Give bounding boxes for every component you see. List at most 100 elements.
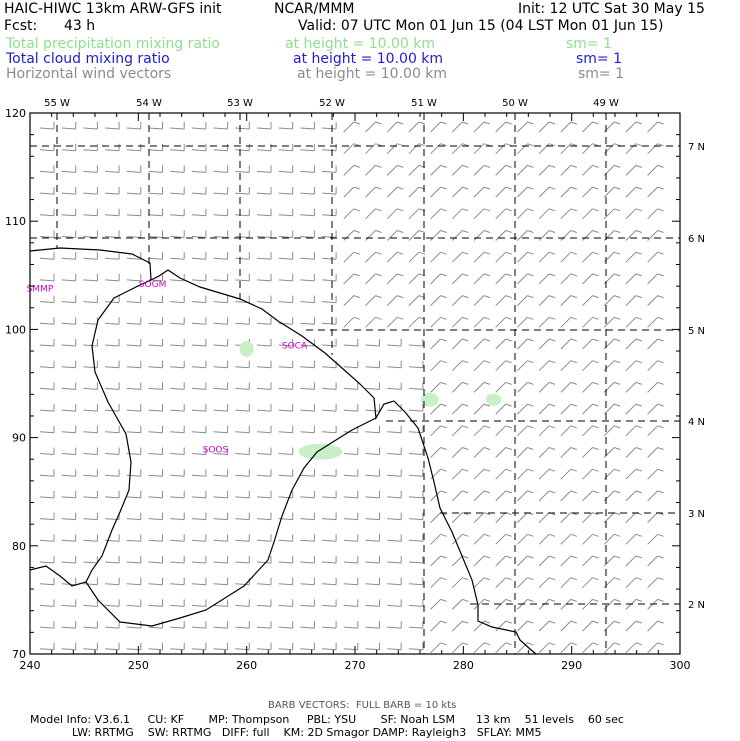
wind-barb: [473, 490, 491, 502]
wind-barb: [603, 230, 621, 241]
wind-barb: [625, 425, 643, 437]
wind-barb: [213, 273, 229, 282]
wind-barb: [61, 404, 77, 412]
wind-barb: [408, 621, 424, 629]
precip-areas: [239, 340, 502, 460]
wind-barb: [386, 230, 404, 241]
wind-barb: [148, 252, 163, 260]
wind-barb: [39, 599, 55, 607]
x-tick-label: 270: [345, 659, 366, 672]
wind-barb: [538, 230, 556, 241]
wind-barb: [408, 447, 424, 455]
wind-barb: [83, 187, 98, 195]
lat-label: 2 N: [688, 600, 705, 611]
wind-barb: [235, 599, 250, 607]
wind-barb: [625, 381, 643, 393]
wind-barb: [256, 208, 272, 217]
x-tick-label: 260: [236, 659, 257, 672]
wind-barb: [256, 143, 272, 152]
wind-barb: [473, 360, 491, 372]
wind-barb: [582, 468, 599, 480]
wind-barb: [538, 425, 556, 437]
wind-barb: [278, 556, 294, 564]
wind-barb: [365, 642, 380, 651]
wind-barb: [538, 186, 556, 198]
wind-barb: [387, 447, 402, 455]
wind-barb: [300, 425, 315, 434]
wind-barb: [495, 230, 512, 241]
wind-barb: [213, 165, 229, 173]
wind-barb: [582, 143, 599, 155]
wind-barb: [408, 577, 424, 586]
wind-barb: [170, 642, 185, 651]
wind-barb: [365, 295, 382, 306]
wind-barb: [61, 187, 77, 195]
wind-barb: [517, 381, 534, 393]
wind-barb: [495, 164, 512, 176]
wind-barb: [61, 295, 77, 304]
wind-barb: [191, 165, 207, 173]
wind-barb: [235, 208, 250, 217]
wind-barb: [191, 534, 207, 542]
wind-barb: [473, 164, 491, 176]
precip-blob: [298, 443, 343, 460]
wind-barb: [495, 360, 512, 372]
wind-barb: [213, 317, 229, 325]
wind-barb: [235, 469, 250, 477]
wind-barb: [126, 556, 142, 564]
wind-barb: [170, 599, 185, 607]
wind-barb: [365, 556, 380, 564]
wind-barb: [473, 403, 491, 415]
wind-barb: [170, 295, 185, 304]
wind-barb: [647, 381, 664, 393]
wind-barb: [61, 490, 77, 499]
wind-barb: [83, 490, 98, 499]
wind-barb: [386, 295, 404, 306]
wind-barb: [300, 317, 315, 325]
wind-barb: [39, 273, 55, 282]
wind-barb: [278, 642, 294, 651]
wind-barb: [408, 339, 424, 347]
wind-barb: [61, 165, 77, 173]
wind-barb: [647, 620, 664, 632]
wind-barb: [105, 577, 120, 586]
wind-barb: [343, 360, 359, 369]
wind-barb: [473, 555, 491, 567]
wind-barb: [105, 317, 120, 325]
wind-barb: [625, 468, 643, 480]
wind-barb: [191, 577, 207, 586]
wind-barb: [105, 143, 120, 152]
wind-barb: [386, 273, 404, 285]
wind-barb: [126, 230, 142, 238]
wind-barb: [495, 316, 512, 328]
wind-barb: [191, 556, 207, 564]
wind-barb: [582, 598, 599, 610]
wind-barb: [61, 339, 77, 347]
wind-barb: [170, 187, 185, 195]
wind-barb: [148, 577, 163, 586]
wind-barb: [473, 447, 491, 458]
wind-barb: [473, 251, 491, 263]
wind-barb: [39, 339, 55, 347]
wind-barb: [517, 121, 534, 133]
wind-barb: [560, 533, 577, 545]
wind-barb: [603, 360, 621, 372]
wind-barb: [278, 469, 294, 477]
wind-barb: [625, 186, 643, 198]
wind-barb: [517, 620, 534, 632]
wind-barb: [625, 338, 643, 350]
wind-barb: [61, 642, 77, 651]
wind-barb: [495, 555, 512, 567]
wind-barb: [647, 316, 664, 328]
wind-barb: [473, 273, 491, 285]
wind-barb: [473, 381, 491, 393]
precip-blob: [485, 393, 502, 406]
wind-barb: [560, 381, 577, 393]
wind-barb: [517, 316, 534, 328]
wind-barb: [386, 208, 404, 220]
wind-barb: [105, 556, 120, 564]
wind-barb: [83, 208, 98, 217]
wind-barb: [343, 121, 360, 133]
wind-barb: [39, 512, 55, 521]
wind-barb: [625, 577, 643, 589]
